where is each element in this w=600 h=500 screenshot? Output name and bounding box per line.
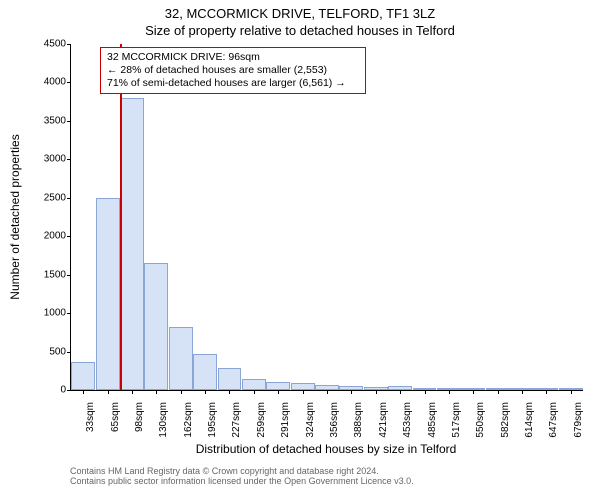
xtick-label: 647sqm bbox=[543, 402, 559, 438]
xtick-label: 421sqm bbox=[373, 402, 389, 438]
xtick-mark bbox=[181, 390, 182, 394]
xtick-mark bbox=[327, 390, 328, 394]
xtick-mark bbox=[400, 390, 401, 394]
histogram-bar bbox=[96, 198, 120, 390]
histogram-bar bbox=[266, 382, 290, 390]
annotation-l3: 71% of semi-detached houses are larger (… bbox=[107, 77, 359, 90]
xtick-label: 614sqm bbox=[519, 402, 535, 438]
plot-area: 05001000150020002500300035004000450033sq… bbox=[70, 44, 583, 391]
histogram-bar bbox=[144, 263, 168, 390]
histogram-bar bbox=[120, 98, 144, 390]
xtick-label: 291sqm bbox=[275, 402, 291, 438]
xtick-label: 130sqm bbox=[153, 402, 169, 438]
xtick-label: 679sqm bbox=[568, 402, 584, 438]
xtick-mark bbox=[498, 390, 499, 394]
xtick-mark bbox=[449, 390, 450, 394]
xtick-label: 582sqm bbox=[495, 402, 511, 438]
xtick-label: 227sqm bbox=[226, 402, 242, 438]
xtick-mark bbox=[83, 390, 84, 394]
xtick-mark bbox=[376, 390, 377, 394]
xtick-mark bbox=[205, 390, 206, 394]
xtick-mark bbox=[303, 390, 304, 394]
xtick-label: 65sqm bbox=[105, 402, 121, 432]
xtick-mark bbox=[571, 390, 572, 394]
xtick-mark bbox=[473, 390, 474, 394]
chart-title-sub: Size of property relative to detached ho… bbox=[0, 21, 600, 38]
histogram-bar bbox=[218, 368, 242, 390]
annotation-l1: 32 MCCORMICK DRIVE: 96sqm bbox=[107, 51, 359, 64]
ytick-label: 4000 bbox=[44, 77, 71, 88]
y-axis-label: Number of detached properties bbox=[8, 134, 22, 299]
ytick-label: 3500 bbox=[44, 115, 71, 126]
ytick-label: 500 bbox=[49, 346, 71, 357]
xtick-mark bbox=[254, 390, 255, 394]
ytick-label: 2000 bbox=[44, 231, 71, 242]
xtick-label: 195sqm bbox=[202, 402, 218, 438]
ytick-label: 2500 bbox=[44, 192, 71, 203]
ytick-label: 4500 bbox=[44, 39, 71, 50]
xtick-mark bbox=[522, 390, 523, 394]
property-marker-line bbox=[120, 44, 122, 390]
histogram-bar bbox=[169, 327, 193, 390]
xtick-label: 356sqm bbox=[324, 402, 340, 438]
ytick-label: 0 bbox=[60, 385, 71, 396]
xtick-label: 485sqm bbox=[422, 402, 438, 438]
xtick-label: 517sqm bbox=[446, 402, 462, 438]
xtick-mark bbox=[351, 390, 352, 394]
xtick-mark bbox=[108, 390, 109, 394]
xtick-label: 388sqm bbox=[348, 402, 364, 438]
xtick-mark bbox=[425, 390, 426, 394]
xtick-label: 324sqm bbox=[300, 402, 316, 438]
annotation-box: 32 MCCORMICK DRIVE: 96sqm ← 28% of detac… bbox=[100, 47, 366, 94]
x-axis-label: Distribution of detached houses by size … bbox=[70, 442, 582, 456]
xtick-label: 98sqm bbox=[129, 402, 145, 432]
ytick-label: 1500 bbox=[44, 269, 71, 280]
histogram-bar bbox=[193, 354, 217, 390]
footer-attribution: Contains HM Land Registry data © Crown c… bbox=[70, 466, 414, 486]
xtick-label: 162sqm bbox=[178, 402, 194, 438]
histogram-bar bbox=[242, 379, 266, 390]
xtick-mark bbox=[156, 390, 157, 394]
histogram-bar bbox=[71, 362, 95, 390]
chart-title-address: 32, MCCORMICK DRIVE, TELFORD, TF1 3LZ bbox=[0, 0, 600, 21]
histogram-bar bbox=[291, 383, 315, 390]
xtick-label: 453sqm bbox=[397, 402, 413, 438]
ytick-label: 3000 bbox=[44, 154, 71, 165]
xtick-mark bbox=[546, 390, 547, 394]
xtick-mark bbox=[278, 390, 279, 394]
annotation-l2: ← 28% of detached houses are smaller (2,… bbox=[107, 64, 359, 77]
ytick-label: 1000 bbox=[44, 308, 71, 319]
xtick-mark bbox=[132, 390, 133, 394]
footer-l1: Contains HM Land Registry data © Crown c… bbox=[70, 466, 414, 476]
xtick-label: 33sqm bbox=[80, 402, 96, 432]
xtick-mark bbox=[229, 390, 230, 394]
footer-l2: Contains public sector information licen… bbox=[70, 476, 414, 486]
xtick-label: 550sqm bbox=[470, 402, 486, 438]
xtick-label: 259sqm bbox=[251, 402, 267, 438]
